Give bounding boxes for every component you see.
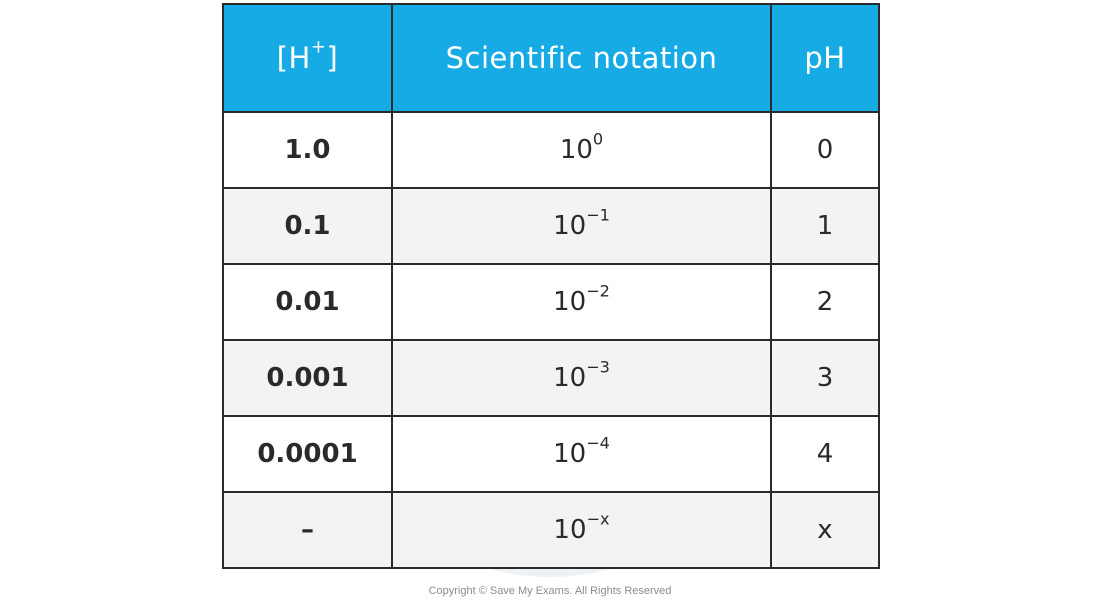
table-row: 0.001 10−3 3 xyxy=(222,339,880,417)
ph-cell: 4 xyxy=(770,415,880,493)
scientific-notation-cell: 10−2 xyxy=(391,263,772,341)
ph-cell: 1 xyxy=(770,187,880,265)
copyright-notice: Copyright © Save My Exams. All Rights Re… xyxy=(428,585,672,597)
header-row: [H+] Scientific notation pH xyxy=(222,3,880,113)
header-ph: pH xyxy=(770,3,880,113)
concentration-cell: 0.001 xyxy=(222,339,393,417)
concentration-cell: – xyxy=(222,491,393,569)
header-concentration: [H+] xyxy=(222,3,393,113)
concentration-cell: 0.0001 xyxy=(222,415,393,493)
table-row: 0.01 10−2 2 xyxy=(222,263,880,341)
ph-cell: x xyxy=(770,491,880,569)
concentration-cell: 0.01 xyxy=(222,263,393,341)
ph-cell: 3 xyxy=(770,339,880,417)
ph-table: [H+] Scientific notation pH 1.0 100 0 0.… xyxy=(222,3,880,569)
scientific-notation-cell: 10−1 xyxy=(391,187,772,265)
header-scientific-notation: Scientific notation xyxy=(391,3,772,113)
table-row: 1.0 100 0 xyxy=(222,111,880,189)
concentration-cell: 0.1 xyxy=(222,187,393,265)
table-row: 0.0001 10−4 4 xyxy=(222,415,880,493)
scientific-notation-cell: 10−4 xyxy=(391,415,772,493)
scientific-notation-cell: 100 xyxy=(391,111,772,189)
table-row: 0.1 10−1 1 xyxy=(222,187,880,265)
table-row: – 10−x x xyxy=(222,491,880,569)
scientific-notation-cell: 10−3 xyxy=(391,339,772,417)
ph-cell: 2 xyxy=(770,263,880,341)
ph-cell: 0 xyxy=(770,111,880,189)
scientific-notation-cell: 10−x xyxy=(391,491,772,569)
concentration-cell: 1.0 xyxy=(222,111,393,189)
